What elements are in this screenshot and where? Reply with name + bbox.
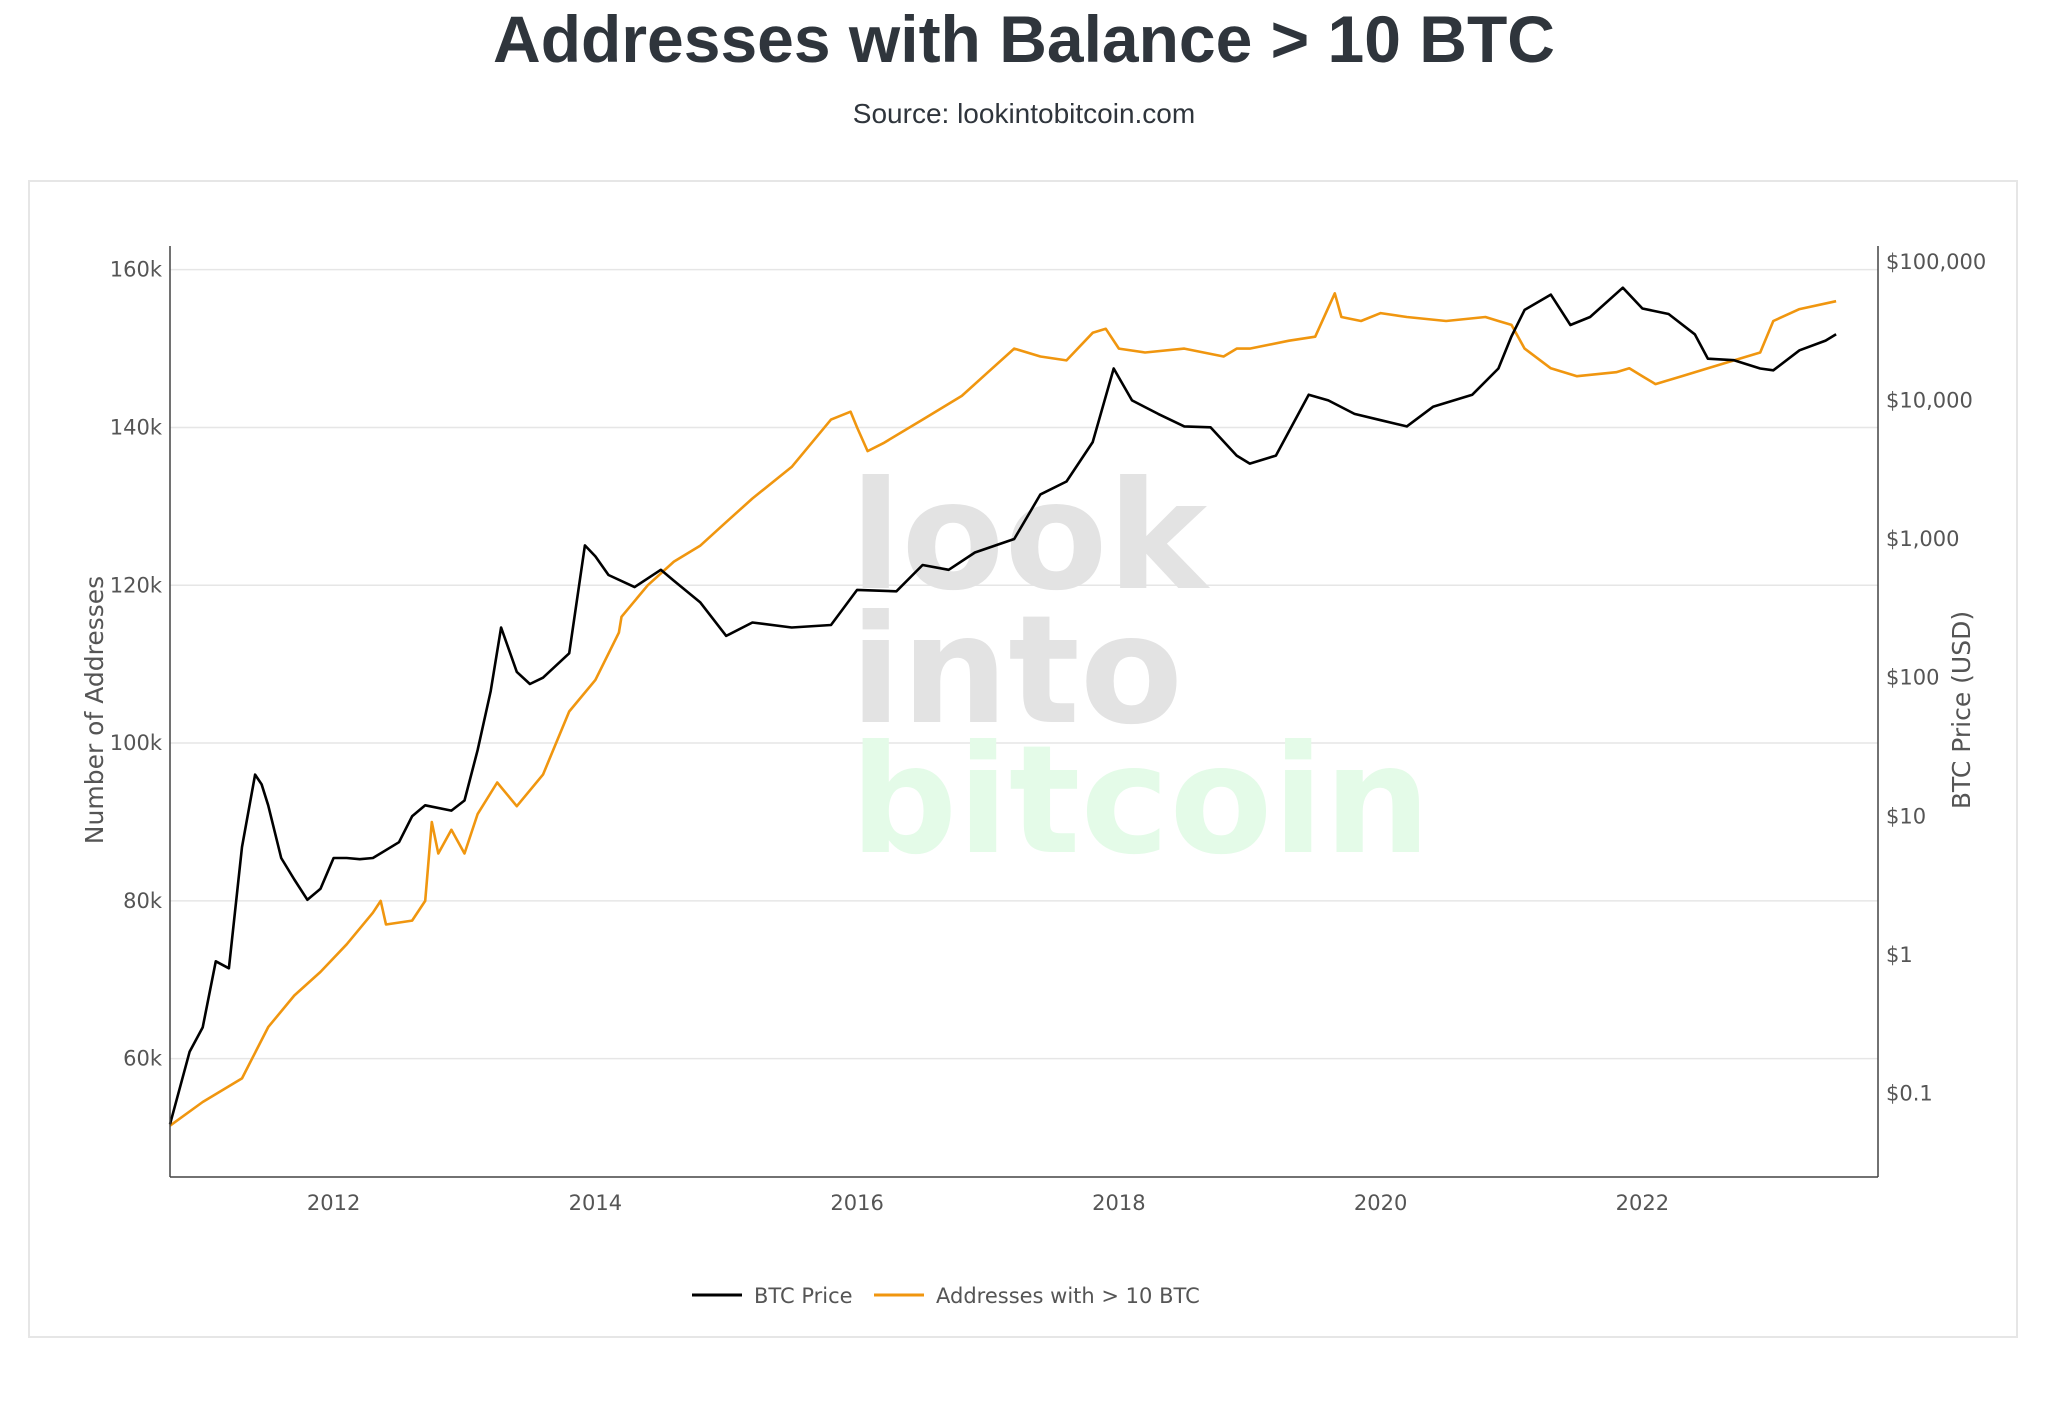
legend-label-addresses: Addresses with > 10 BTC bbox=[936, 1284, 1200, 1308]
y-right-tick-label: $100 bbox=[1886, 666, 1939, 690]
chart-frame bbox=[28, 180, 2018, 1338]
legend: BTC Price Addresses with > 10 BTC bbox=[692, 1284, 1200, 1308]
watermark-look: look bbox=[850, 450, 1211, 624]
y-left-tick-label: 160k bbox=[110, 258, 163, 282]
x-tick-label: 2018 bbox=[1092, 1191, 1145, 1215]
y-left-tick-label: 100k bbox=[110, 731, 163, 755]
y-left-tick-label: 140k bbox=[110, 415, 163, 439]
y-right-tick-label: $1 bbox=[1886, 943, 1913, 967]
x-tick-label: 2016 bbox=[830, 1191, 883, 1215]
legend-label-btc-price: BTC Price bbox=[754, 1284, 853, 1308]
gridlines bbox=[170, 268, 1878, 1060]
ticks-layer: 60k 80k 100k 120k 140k 160k $0.1 $1 $10 $100 $1,00… bbox=[110, 250, 1986, 1215]
chart-title: Addresses with Balance > 10 BTC bbox=[493, 2, 1555, 76]
y-right-axis-title: BTC Price (USD) bbox=[1947, 611, 1976, 809]
watermark-into: into bbox=[850, 584, 1183, 758]
y-right-tick-label: $0.1 bbox=[1886, 1082, 1933, 1106]
watermark-bitcoin: bitcoin bbox=[850, 714, 1431, 888]
x-tick-label: 2012 bbox=[307, 1191, 360, 1215]
series-layer bbox=[168, 286, 1837, 1127]
series-line-addresses[interactable] bbox=[169, 291, 1837, 1127]
y-right-tick-label: $1,000 bbox=[1886, 527, 1959, 551]
x-tick-label: 2014 bbox=[569, 1191, 622, 1215]
y-left-tick-label: 80k bbox=[123, 889, 163, 913]
y-left-tick-label: 120k bbox=[110, 573, 163, 597]
y-left-tick-label: 60k bbox=[123, 1047, 163, 1071]
x-tick-label: 2020 bbox=[1354, 1191, 1407, 1215]
y-right-tick-label: $10,000 bbox=[1886, 388, 1973, 412]
watermark: look into bitcoin bbox=[850, 450, 1431, 888]
y-right-tick-label: $10 bbox=[1886, 804, 1926, 828]
legend-item-btc-price[interactable]: BTC Price bbox=[692, 1284, 853, 1308]
y-left-axis-title: Number of Addresses bbox=[80, 576, 109, 844]
x-tick-label: 2022 bbox=[1616, 1191, 1669, 1215]
chart-subtitle: Source: lookintobitcoin.com bbox=[852, 98, 1196, 129]
series-line-btc-price[interactable] bbox=[168, 286, 1837, 1125]
legend-item-addresses[interactable]: Addresses with > 10 BTC bbox=[874, 1284, 1200, 1308]
y-right-tick-label: $100,000 bbox=[1886, 250, 1986, 274]
